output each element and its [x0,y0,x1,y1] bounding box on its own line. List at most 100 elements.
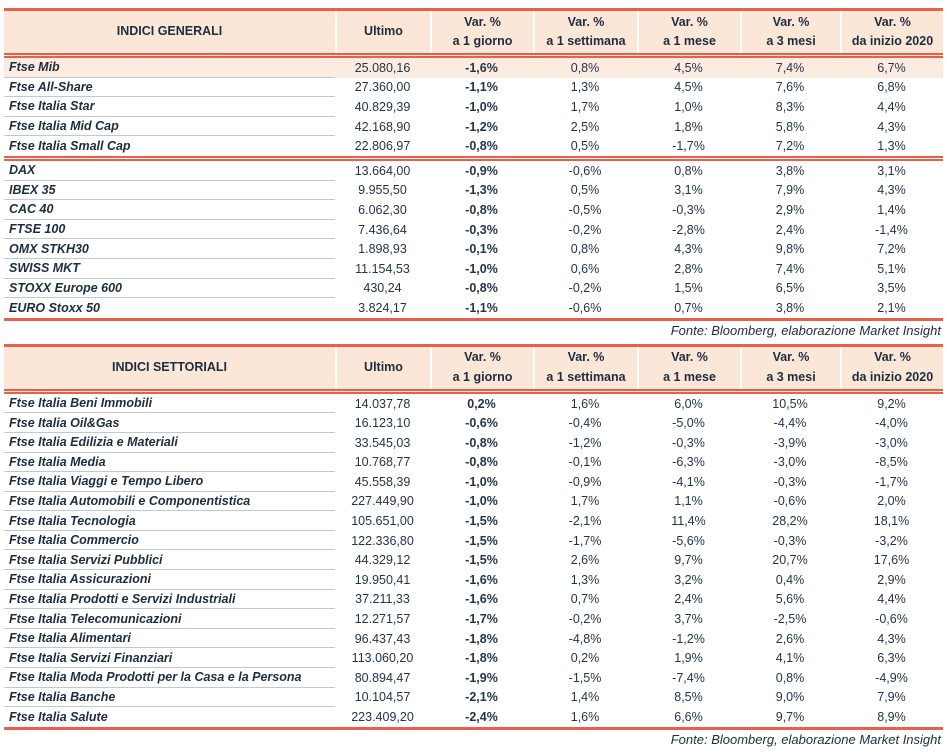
table-row: Ftse Italia Tecnologia 105.651,00 -1,5% -2,… [4,511,943,531]
var-1-settimana-value: -0,5% [568,202,602,217]
var-inizio-2020-value: 17,6% [873,553,910,568]
var-1-settimana-value: 0,5% [570,139,600,154]
var-inizio-2020-value: 7,2% [877,242,906,257]
var-3-mesi-value: 3,8% [775,300,805,315]
var-inizio-2020-value: 1,3% [877,139,906,154]
index-name: EURO Stoxx 50 [9,300,101,315]
var-1-settimana-value: -1,7% [568,533,602,548]
column-header-var-inizio-2020: Var. % da inizio 2020 [840,346,943,389]
var-1-mese-value: 9,7% [674,553,703,568]
var-1-giorno-value: -1,0% [465,261,498,276]
var-3-mesi-value: 8,3% [775,99,805,114]
var-1-giorno-value: -1,0% [465,494,498,509]
index-name: SWISS MKT [4,259,335,279]
var-1-settimana-value: -0,2% [568,281,602,296]
var-inizio-2020-value: 2,1% [877,300,906,315]
var-3-mesi-value: 5,6% [775,592,805,607]
var-inizio-2020-value: 1,4% [877,202,906,217]
index-name: Ftse Italia Small Cap [9,139,131,154]
index-name: Ftse All-Share [4,78,335,98]
var-1-giorno-value: -1,7% [465,612,498,627]
ultimo-value: 11.154,53 [355,261,410,276]
index-name: OMX STKH30 [4,239,335,259]
var-3-mesi-value: -3,0% [773,455,807,470]
column-header-ultimo: Ultimo [335,346,430,389]
column-header-line2: a 1 mese [663,369,716,384]
indici-generali-header-row: INDICI GENERALI Ultimo Var. % a 1 giorno… [4,11,943,58]
indici-settoriali-table: INDICI SETTORIALI Ultimo Var. % a 1 gior… [4,343,943,730]
column-header-line2: da inizio 2020 [851,369,934,384]
ultimo-value: 37.211,33 [355,592,410,607]
var-inizio-2020-value: -4,0% [875,416,908,431]
var-1-giorno-value: -0,8% [465,435,498,450]
var-1-settimana-value: 0,8% [570,242,600,257]
var-3-mesi-value: 9,0% [775,690,805,705]
column-header-line2: a 1 giorno [452,34,513,48]
var-3-mesi-value: 2,9% [775,202,805,217]
var-1-giorno-value: -1,5% [465,533,498,548]
var-3-mesi-value: 3,8% [775,163,805,178]
table-row: IBEX 35 9.955,50 -1,3% 0,5% 3,1% 7,9% 4,3% [4,181,943,201]
var-inizio-2020-value: -1,7% [875,474,908,489]
column-header-var-1-mese: Var. % a 1 mese [637,346,740,389]
column-header-var-1-settimana: Var. % a 1 settimana [533,11,637,53]
index-name: Ftse Italia Automobili e Componentistica [4,492,335,512]
var-inizio-2020-value: 5,1% [877,261,906,276]
ultimo-value: 12.271,57 [354,612,411,627]
column-header-line1: Var. % [671,14,708,29]
var-inizio-2020-value: 4,3% [877,631,906,646]
var-1-settimana-value: -2,1% [568,514,602,529]
ultimo-value: 430,24 [363,281,402,296]
table-row: Ftse Italia Edilizia e Materiali 33.545,0… [4,433,943,453]
var-3-mesi-value: -4,4% [773,416,807,431]
var-3-mesi-value: 28,2% [772,514,808,529]
table-row: Ftse Italia Beni Immobili 14.037,78 0,2% 1,… [4,394,943,414]
ultimo-value: 6.062,30 [358,202,407,217]
var-3-mesi-value: -2,5% [773,612,807,627]
var-1-settimana-value: 0,2% [570,651,600,666]
var-1-giorno-value: -0,1% [465,242,498,257]
index-name: Ftse Italia Beni Immobili [4,394,335,414]
var-1-mese-value: 11,4% [671,514,706,529]
var-1-settimana-value: 1,6% [570,396,600,411]
var-1-mese-value: -1,2% [672,631,705,646]
var-inizio-2020-value: -4,9% [875,670,908,685]
var-1-giorno-value: -1,3% [465,183,498,198]
var-1-mese-value: 0,7% [674,300,703,315]
var-1-giorno-value: -1,8% [465,631,498,646]
index-name: Ftse Italia Salute [9,710,108,725]
ultimo-value: 13.664,00 [354,163,411,178]
ultimo-value: 10.768,77 [354,455,411,470]
table-row: CAC 40 6.062,30 -0,8% -0,5% -0,3% 2,9% 1,4% [4,200,943,220]
index-name: Ftse Italia Prodotti e Servizi Industria… [4,590,335,610]
ultimo-value: 80.894,47 [354,670,411,685]
index-name: Ftse Italia Media [4,453,335,473]
var-3-mesi-value: 10,5% [772,396,808,411]
column-header-line1: Var. % [464,350,501,365]
var-1-settimana-value: 2,5% [570,119,600,134]
ultimo-value: 227.449,90 [351,494,414,509]
var-inizio-2020-value: 18,1% [873,514,910,529]
var-3-mesi-value: 7,9% [775,183,805,198]
var-3-mesi-value: 7,4% [775,261,805,276]
var-1-mese-value: -4,1% [672,474,705,489]
var-3-mesi-value: 7,2% [775,139,805,154]
var-3-mesi-value: 0,8% [775,670,805,685]
ultimo-value: 33.545,03 [354,435,411,450]
var-1-giorno-value: -1,5% [465,514,498,529]
var-1-mese-value: 2,8% [674,261,703,276]
table-row: Ftse Italia Media 10.768,77 -0,8% -0,1% -6,3… [4,453,943,473]
ultimo-value: 22.806,97 [354,139,411,154]
index-name: DAX [4,161,335,181]
var-1-giorno-value: -2,4% [465,710,498,725]
index-name: Ftse Italia Banche [4,688,335,708]
var-1-giorno-value: -2,1% [465,690,498,705]
var-inizio-2020-value: -3,2% [875,533,908,548]
var-1-giorno-value: -1,6% [465,592,498,607]
table-row: Ftse Italia Commercio 122.336,80 -1,5% -1,7… [4,531,943,551]
table-row: Ftse Italia Oil&Gas 16.123,10 -0,6% -0,4% -5… [4,413,943,433]
column-header-line2: a 1 mese [663,34,716,48]
var-inizio-2020-value: 4,4% [877,592,906,607]
index-name: Ftse Italia Servizi Finanziari [4,648,335,669]
var-3-mesi-value: 7,6% [775,80,805,95]
